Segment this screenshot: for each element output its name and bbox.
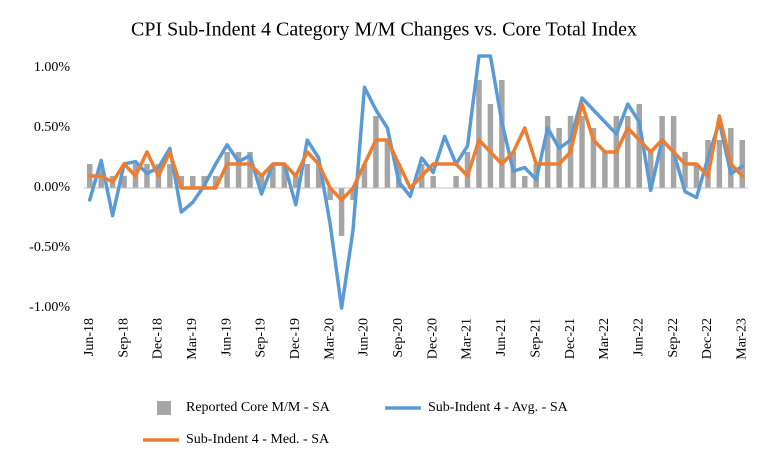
bar: [499, 80, 505, 188]
bar: [453, 176, 459, 188]
bar: [602, 152, 608, 188]
bar: [544, 116, 551, 188]
bar: [258, 176, 265, 188]
x-tick-label: Dec-18: [151, 318, 166, 359]
x-tick-label: Dec-19: [288, 318, 303, 359]
bar: [636, 104, 642, 188]
chart-title: CPI Sub-Indent 4 Category M/M Changes vs…: [131, 19, 637, 41]
x-tick-label: Sep-22: [666, 318, 681, 358]
x-tick-label: Sep-19: [254, 318, 269, 358]
bar: [625, 116, 631, 188]
legend-swatch: [157, 401, 171, 415]
bar: [373, 116, 379, 188]
bar: [487, 104, 494, 188]
bar: [476, 80, 482, 188]
y-tick-label: 1.00%: [34, 60, 71, 75]
series-line: [87, 54, 745, 310]
x-tick-label: Jun-20: [357, 318, 372, 356]
x-tick-label: Sep-20: [391, 318, 406, 358]
bar: [384, 140, 391, 188]
legend-label: Sub-Indent 4 - Med. - SA: [186, 432, 330, 447]
y-tick-label: 0.50%: [34, 120, 71, 135]
x-tick-label: Dec-21: [563, 318, 578, 359]
bar: [247, 152, 253, 188]
bar: [190, 176, 196, 188]
bar: [556, 128, 562, 188]
bar: [178, 176, 185, 188]
x-tick-label: Mar-19: [185, 318, 200, 360]
bar: [361, 164, 368, 188]
y-tick-label: -0.50%: [29, 240, 70, 255]
x-tick-label: Dec-20: [425, 318, 440, 359]
x-tick-label: Jun-19: [219, 318, 234, 356]
x-tick-label: Mar-22: [597, 318, 612, 360]
bar: [659, 116, 665, 188]
bar: [327, 188, 333, 200]
bar: [224, 152, 230, 188]
y-tick-label: 0.00%: [34, 180, 71, 195]
bar: [522, 176, 528, 188]
bar: [430, 176, 436, 188]
bar: [270, 164, 276, 188]
x-tick-label: Mar-20: [322, 318, 337, 360]
y-tick-label: -1.00%: [29, 300, 70, 315]
x-tick-label: Jun-22: [631, 318, 646, 356]
bar: [281, 164, 288, 188]
legend-label: Reported Core M/M - SA: [186, 400, 331, 415]
legend-label: Sub-Indent 4 - Avg. - SA: [428, 400, 569, 415]
bar: [212, 176, 219, 188]
bar: [464, 152, 471, 188]
bar: [693, 164, 700, 188]
x-tick-label: Jun-18: [82, 318, 97, 356]
bar: [338, 188, 345, 236]
bar: [144, 164, 150, 188]
bar: [716, 140, 723, 188]
x-tick-label: Jun-21: [494, 318, 509, 356]
x-tick-label: Mar-23: [734, 318, 749, 360]
bar: [579, 116, 585, 188]
x-tick-label: Dec-22: [700, 318, 715, 359]
bar: [121, 176, 127, 188]
x-tick-label: Sep-21: [528, 318, 543, 358]
bar: [167, 164, 173, 188]
bar: [235, 152, 242, 188]
bar: [647, 152, 654, 188]
bar: [315, 164, 322, 188]
bar: [293, 176, 299, 188]
bar: [304, 164, 310, 188]
bar: [739, 140, 746, 188]
bar: [590, 128, 597, 188]
bar: [682, 152, 688, 188]
bar: [350, 188, 356, 200]
x-tick-label: Sep-18: [116, 318, 131, 358]
x-tick-label: Mar-21: [460, 318, 475, 360]
series-line: [87, 102, 745, 202]
